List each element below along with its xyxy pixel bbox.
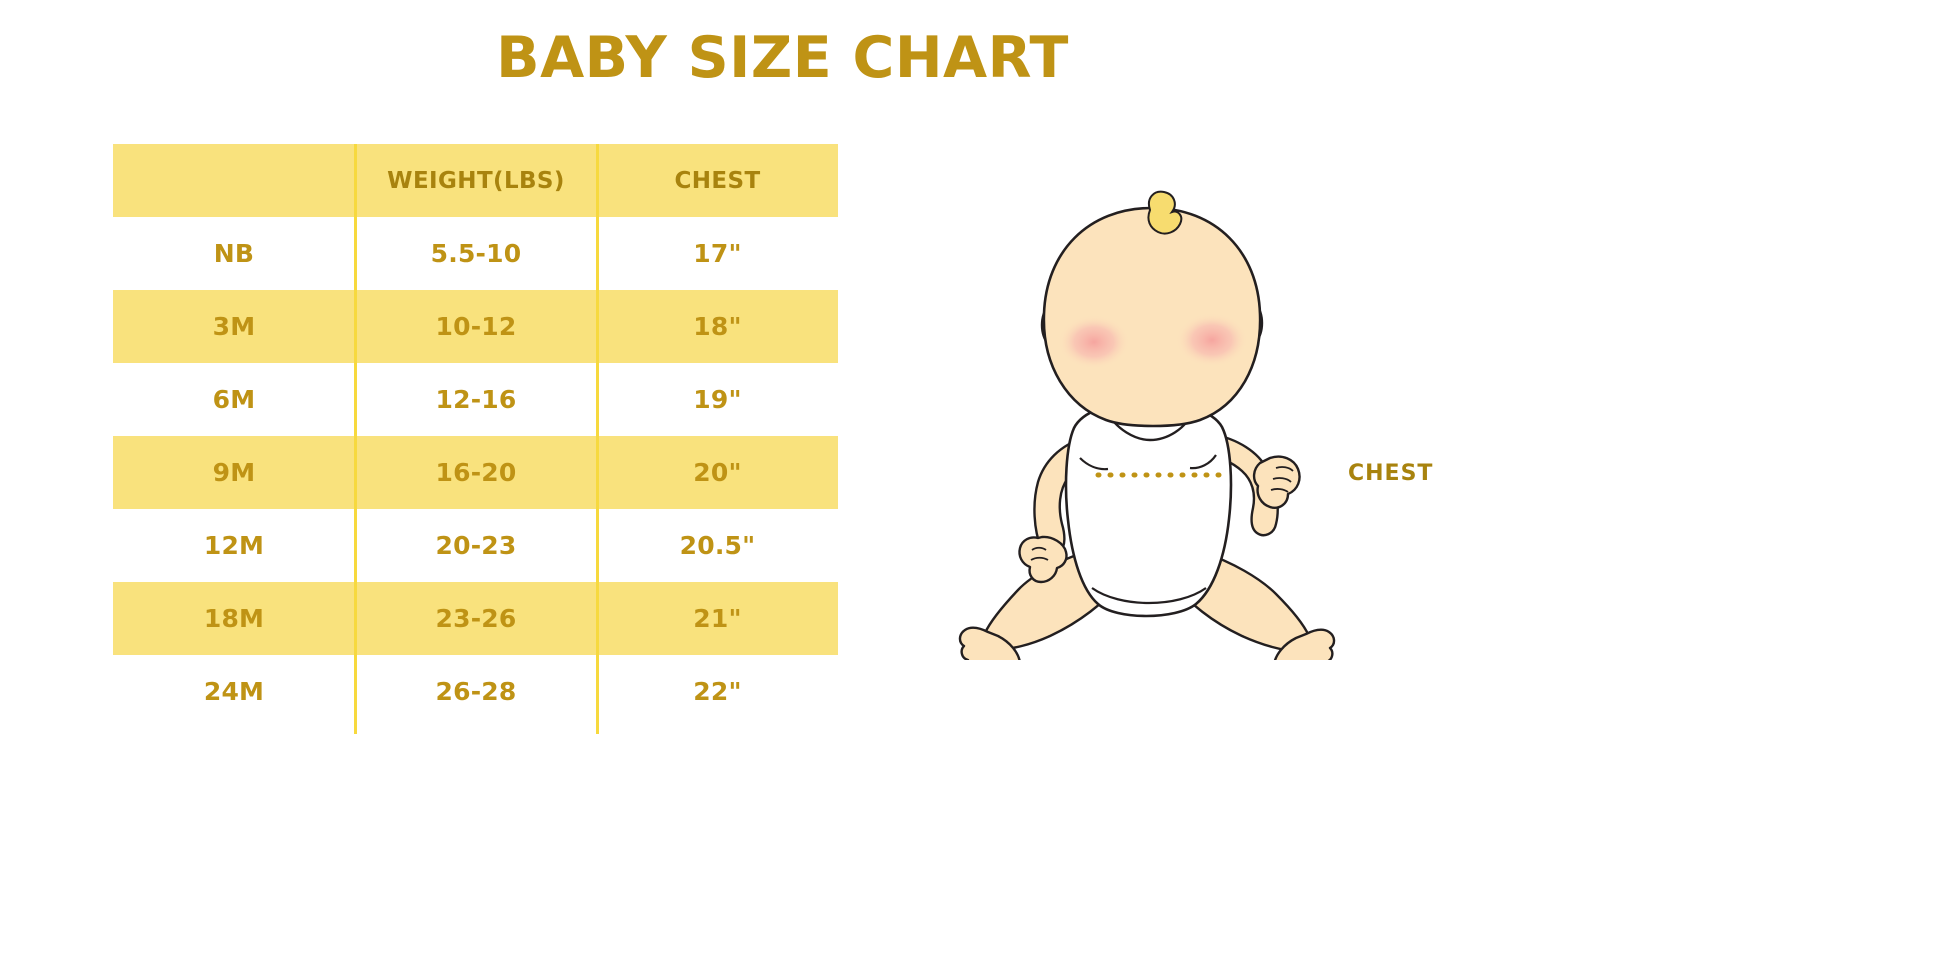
cell-weight: 5.5-10 (430, 239, 522, 268)
baby-illustration (940, 190, 1380, 660)
cell-chest: 21" (693, 604, 742, 633)
baby-onesie (1064, 400, 1233, 618)
cell-size: 3M (212, 312, 256, 341)
cell-weight: 23-26 (435, 604, 517, 633)
column-header-size (113, 144, 355, 217)
cheek-left (1058, 315, 1130, 369)
cell-size: 9M (212, 458, 256, 487)
cell-chest: 18" (693, 312, 742, 341)
table-row: NB 5.5-10 17" (113, 217, 838, 290)
cell-weight: 20-23 (435, 531, 517, 560)
table-row: 18M 23-26 21" (113, 582, 838, 655)
table-header-row: WEIGHT(LBS) CHEST (113, 144, 838, 217)
table-body: NB 5.5-10 17" 3M 10-12 18" 6M 12-16 19" … (113, 217, 838, 728)
cell-weight: 12-16 (435, 385, 517, 414)
cell-chest: 19" (693, 385, 742, 414)
cell-size: 18M (203, 604, 265, 633)
table-row: 6M 12-16 19" (113, 363, 838, 436)
cell-weight: 10-12 (435, 312, 517, 341)
cell-weight: 16-20 (435, 458, 517, 487)
column-divider-2 (596, 144, 599, 734)
cell-chest: 17" (693, 239, 742, 268)
cheek-right (1176, 313, 1248, 367)
cell-size: 6M (212, 385, 256, 414)
cell-chest: 20.5" (679, 531, 756, 560)
cell-weight: 26-28 (435, 677, 517, 706)
column-header-chest: CHEST (674, 167, 761, 194)
size-chart-table: WEIGHT(LBS) CHEST NB 5.5-10 17" 3M 10-12… (113, 144, 838, 728)
chest-label: CHEST (1348, 461, 1434, 486)
cell-chest: 20" (693, 458, 742, 487)
table-row: 3M 10-12 18" (113, 290, 838, 363)
column-divider-1 (354, 144, 357, 734)
page-title: BABY SIZE CHART (496, 25, 1069, 91)
column-header-weight: WEIGHT(LBS) (387, 167, 565, 194)
table-row: 24M 26-28 22" (113, 655, 838, 728)
baby-head (1040, 190, 1264, 428)
cell-size: 12M (203, 531, 265, 560)
cell-size: NB (213, 239, 255, 268)
cell-size: 24M (203, 677, 265, 706)
table-row: 12M 20-23 20.5" (113, 509, 838, 582)
cell-chest: 22" (693, 677, 742, 706)
table-row: 9M 16-20 20" (113, 436, 838, 509)
